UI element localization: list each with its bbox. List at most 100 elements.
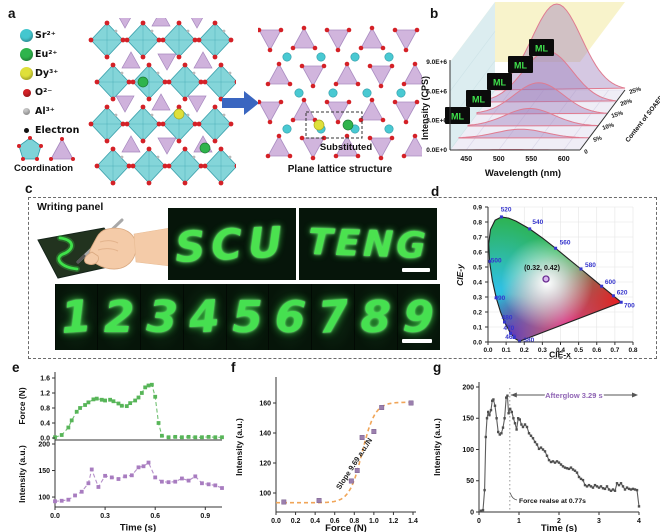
wavelength-label-470: 470 bbox=[503, 325, 514, 332]
digit-photo-3: 3 bbox=[141, 284, 183, 350]
b-y-tick: 9.0E+6 bbox=[426, 59, 447, 66]
g-marker bbox=[591, 486, 595, 489]
f-y-tick: 120 bbox=[259, 460, 271, 467]
intensity-marker bbox=[103, 473, 107, 478]
d-x-tick: 0.4 bbox=[556, 347, 565, 354]
f-x-tick: 0.8 bbox=[349, 518, 359, 525]
g-y-tick: 150 bbox=[462, 416, 474, 423]
sr-atom bbox=[316, 52, 326, 62]
intensity-marker bbox=[153, 475, 158, 480]
g-marker bbox=[537, 447, 541, 451]
g-marker bbox=[579, 477, 583, 481]
dy-substituted-atom bbox=[313, 119, 325, 131]
g-marker bbox=[541, 448, 545, 451]
intensity-marker bbox=[159, 479, 164, 484]
coordination-label: Coordination bbox=[14, 163, 74, 174]
e-x-tick: 0.3 bbox=[100, 513, 110, 520]
d-y-tick: 0.2 bbox=[473, 309, 482, 316]
force-marker bbox=[220, 435, 224, 440]
d-x-tick: 0.1 bbox=[502, 347, 511, 354]
wavelength-marker-520 bbox=[499, 215, 503, 219]
b-y-tick: 3.0E+6 bbox=[426, 118, 447, 125]
d-y-axis-label: CIE-y bbox=[455, 263, 465, 286]
ml-badge bbox=[508, 56, 533, 73]
wavelength-marker-460 bbox=[512, 336, 516, 339]
force-marker bbox=[186, 434, 191, 439]
g-marker bbox=[631, 487, 635, 491]
photo-scu-text: SCU bbox=[174, 216, 290, 272]
f-data-point bbox=[379, 405, 385, 410]
g-marker bbox=[518, 418, 521, 421]
g-marker bbox=[533, 440, 537, 444]
intensity-marker bbox=[186, 478, 191, 483]
sr-atom bbox=[384, 52, 394, 62]
g-marker bbox=[551, 460, 555, 463]
e-force-tick: 1.6 bbox=[40, 375, 50, 382]
panel-g-label: g bbox=[433, 360, 442, 375]
g-marker bbox=[492, 398, 495, 401]
wavelength-marker-560 bbox=[554, 246, 558, 250]
b-series-5% bbox=[458, 128, 590, 139]
b-z-tick: 20% bbox=[620, 98, 634, 108]
legend-swatch-Al3+ bbox=[23, 108, 30, 115]
legend-swatch-Eu2+ bbox=[20, 48, 33, 61]
digit-text: 8 bbox=[360, 291, 392, 343]
force-marker bbox=[66, 425, 71, 430]
g-marker bbox=[493, 404, 497, 407]
g-marker bbox=[488, 413, 491, 417]
g-marker bbox=[509, 407, 512, 411]
g-marker bbox=[483, 488, 486, 492]
force-marker bbox=[74, 409, 79, 414]
d-x-tick: 0.5 bbox=[574, 347, 583, 354]
g-marker bbox=[498, 433, 501, 436]
e-x-tick: 0.9 bbox=[200, 513, 210, 520]
photo-teng: TENG bbox=[299, 208, 437, 280]
ml-badge bbox=[529, 39, 554, 56]
sr-atom bbox=[384, 124, 394, 134]
legend-item-Al3+: Al³⁺ bbox=[18, 102, 118, 121]
g-marker bbox=[593, 483, 597, 487]
wavelength-label-490: 490 bbox=[494, 295, 505, 302]
intensity-marker bbox=[123, 474, 128, 479]
force-marker bbox=[156, 421, 161, 425]
d-y-tick: 0.1 bbox=[473, 324, 482, 331]
g-marker bbox=[595, 485, 599, 488]
g-marker bbox=[635, 488, 639, 492]
force-marker bbox=[180, 435, 184, 440]
slope-annotation: Slope 9.69 a.u./N bbox=[334, 436, 374, 491]
d-x-tick: 0.2 bbox=[520, 347, 529, 354]
sr-atom bbox=[294, 88, 304, 98]
wavelength-label-600: 600 bbox=[605, 279, 616, 286]
force-marker bbox=[59, 433, 64, 437]
force-marker bbox=[143, 385, 148, 390]
wavelength-label-620: 620 bbox=[617, 290, 628, 297]
g-marker bbox=[573, 469, 577, 472]
wavelength-label-460: 460 bbox=[505, 334, 516, 341]
g-marker bbox=[491, 399, 494, 402]
wrist bbox=[133, 227, 170, 267]
g-decay-line bbox=[480, 394, 640, 512]
wavelength-marker-500 bbox=[487, 259, 491, 263]
intensity-marker bbox=[193, 474, 198, 479]
e-x-tick: 0.0 bbox=[50, 513, 60, 520]
intensity-marker bbox=[116, 477, 121, 481]
g-marker bbox=[507, 412, 510, 415]
intensity-marker bbox=[59, 498, 64, 503]
g-marker bbox=[563, 466, 567, 469]
intensity-marker bbox=[213, 483, 218, 488]
intensity-marker bbox=[200, 481, 204, 486]
g-marker bbox=[525, 425, 529, 429]
f-data-point bbox=[359, 435, 365, 440]
sigmoid-fit-line bbox=[276, 401, 413, 504]
g-y-tick: 0 bbox=[470, 509, 474, 516]
d-y-tick: 0.4 bbox=[473, 279, 482, 286]
legend-label-Eu2+: Eu²⁺ bbox=[35, 49, 58, 60]
g-marker bbox=[555, 460, 559, 463]
d-y-tick: 0.6 bbox=[473, 249, 482, 256]
panel-f-label: f bbox=[231, 360, 236, 375]
g-marker bbox=[520, 423, 523, 426]
intensity-marker bbox=[141, 464, 146, 469]
g-marker bbox=[484, 435, 487, 439]
g-marker bbox=[503, 417, 506, 420]
g-y-tick: 200 bbox=[462, 384, 474, 391]
